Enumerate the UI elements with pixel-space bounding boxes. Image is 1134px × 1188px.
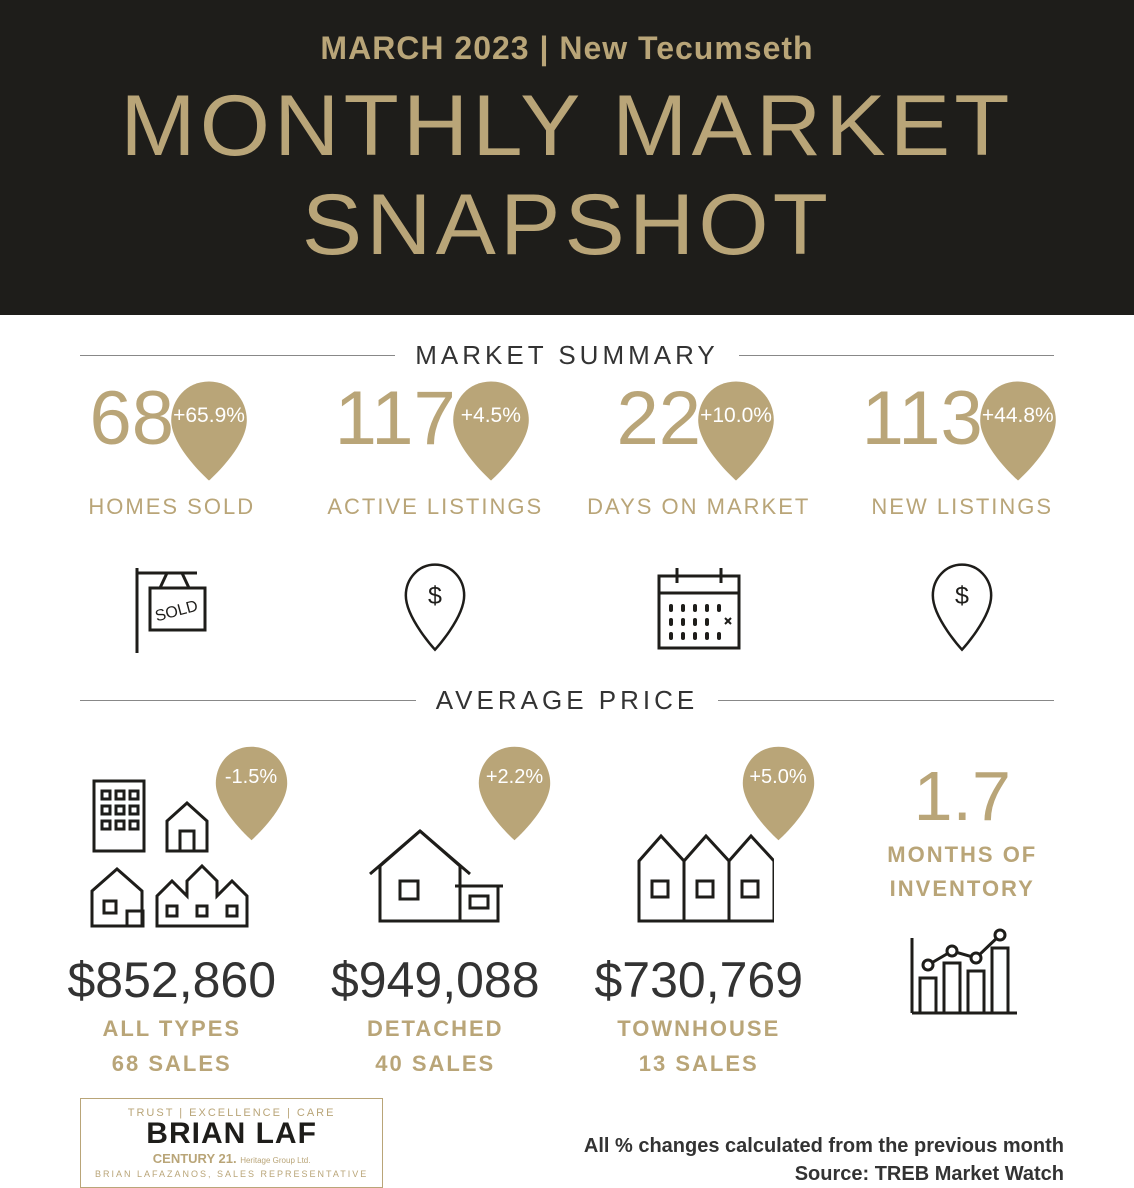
divider-line [80, 355, 395, 356]
inventory-value: 1.7 [831, 756, 1095, 836]
change-value: +4.5% [446, 404, 536, 428]
stat-value: 117 [335, 381, 456, 457]
market-summary-divider: MARKET SUMMARY [80, 340, 1054, 371]
change-value: +2.2% [472, 766, 557, 789]
change-value: +65.9% [164, 404, 254, 428]
market-summary-label: MARKET SUMMARY [395, 340, 739, 371]
divider-line [80, 700, 416, 701]
change-pin-icon: +65.9% [164, 376, 254, 486]
stat-label: DAYS ON MARKET [567, 494, 831, 520]
dollar-pin-icon: $ [831, 555, 1095, 660]
summary-days-on-market: 22 +10.0% DAYS ON MARKET [567, 381, 831, 660]
logo-name: BRIAN LAF [95, 1119, 368, 1149]
stat-label: ACTIVE LISTINGS [304, 494, 568, 520]
stat-value: 113 [862, 381, 983, 457]
inventory-label: MONTHS OF [831, 841, 1095, 870]
stat-label: HOMES SOLD [40, 494, 304, 520]
header-subtitle: MARCH 2023 | New Tecumseth [10, 30, 1124, 67]
stat-label: NEW LISTINGS [831, 494, 1095, 520]
logo-rep: BRIAN LAFAZANOS, SALES REPRESENTATIVE [95, 1169, 368, 1179]
average-price-label: AVERAGE PRICE [416, 685, 718, 716]
summary-new-listings: 113 +44.8% NEW LISTINGS $ [831, 381, 1095, 660]
summary-active-listings: 117 +4.5% ACTIVE LISTINGS $ [304, 381, 568, 660]
months-of-inventory: 1.7 MONTHS OF INVENTORY [831, 736, 1095, 1078]
svg-text:$: $ [428, 581, 442, 609]
change-pin-icon: +10.0% [691, 376, 781, 486]
change-pin-icon: +4.5% [446, 376, 536, 486]
header: MARCH 2023 | New Tecumseth MONTHLY MARKE… [0, 0, 1134, 315]
price-type-label: TOWNHOUSE [567, 1015, 831, 1044]
chart-growth-icon [831, 923, 1095, 1023]
price-value: $730,769 [567, 951, 831, 1009]
footer-note-1: All % changes calculated from the previo… [584, 1132, 1064, 1160]
svg-text:SOLD: SOLD [153, 597, 199, 625]
price-detached: +2.2% $949,088 DETACHED 40 SALES [304, 736, 568, 1078]
change-pin-icon: +5.0% [736, 736, 821, 851]
divider-line [739, 355, 1054, 356]
stat-value: 22 [616, 381, 701, 457]
svg-text:$: $ [955, 581, 969, 609]
price-type-label: ALL TYPES [40, 1015, 304, 1044]
divider-line [718, 700, 1054, 701]
calendar-icon [567, 555, 831, 660]
average-price-row: -1.5% $852,860 ALL TYPES 68 SALES +2.2% [0, 736, 1134, 1078]
market-summary-row: 68 +65.9% HOMES SOLD SOLD 117 +4.5% [0, 381, 1134, 660]
price-all-types: -1.5% $852,860 ALL TYPES 68 SALES [40, 736, 304, 1078]
sold-sign-icon: SOLD [40, 555, 304, 660]
footer: TRUST | EXCELLENCE | CARE BRIAN LAF CENT… [0, 1088, 1134, 1188]
price-sales-label: 68 SALES [40, 1050, 304, 1079]
change-pin-icon: +2.2% [472, 736, 557, 851]
average-price-divider: AVERAGE PRICE [80, 685, 1054, 716]
logo-block: TRUST | EXCELLENCE | CARE BRIAN LAF CENT… [80, 1098, 383, 1188]
stat-value: 68 [89, 381, 174, 457]
logo-brand-sub: Heritage Group Ltd. [240, 1156, 310, 1165]
summary-homes-sold: 68 +65.9% HOMES SOLD SOLD [40, 381, 304, 660]
price-sales-label: 40 SALES [304, 1050, 568, 1079]
price-type-label: DETACHED [304, 1015, 568, 1044]
inventory-label: INVENTORY [831, 875, 1095, 904]
footer-note-2: Source: TREB Market Watch [584, 1160, 1064, 1188]
change-pin-icon: -1.5% [209, 736, 294, 851]
price-sales-label: 13 SALES [567, 1050, 831, 1079]
header-title: MONTHLY MARKET SNAPSHOT [0, 77, 1134, 275]
footer-notes: All % changes calculated from the previo… [584, 1132, 1064, 1188]
price-value: $852,860 [40, 951, 304, 1009]
change-value: +5.0% [736, 766, 821, 789]
dollar-pin-icon: $ [304, 555, 568, 660]
logo-brand: CENTURY 21. Heritage Group Ltd. [95, 1151, 368, 1166]
change-value: +10.0% [691, 404, 781, 428]
logo-brand-text: CENTURY 21. [153, 1151, 237, 1166]
price-value: $949,088 [304, 951, 568, 1009]
price-townhouse: +5.0% $730,769 TOWNHOUSE 13 SALES [567, 736, 831, 1078]
change-value: +44.8% [973, 404, 1063, 428]
change-value: -1.5% [209, 766, 294, 789]
change-pin-icon: +44.8% [973, 376, 1063, 486]
